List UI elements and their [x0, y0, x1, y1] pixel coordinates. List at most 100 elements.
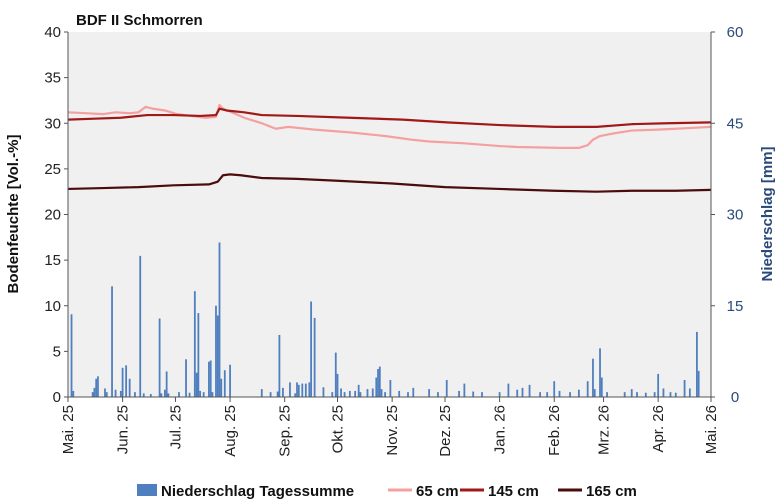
precip-bar-89	[553, 381, 556, 397]
precip-bar-76	[437, 392, 439, 397]
legend-label-2: 145 cm	[488, 483, 539, 500]
precip-bar-55	[331, 392, 334, 397]
right-tick-label: 60	[727, 24, 744, 41]
y-axis-title: Bodenfeuchte [Vol.-%]	[5, 135, 22, 294]
precip-bar-99	[623, 392, 626, 397]
precip-bar-98	[606, 392, 608, 397]
precip-bar-22	[167, 393, 170, 397]
precip-bar-33	[211, 392, 214, 397]
x-tick-label: Apr. 26	[650, 405, 667, 453]
precip-bar-96	[599, 348, 601, 397]
precip-bar-58	[340, 388, 342, 397]
precip-bar-27	[195, 372, 198, 397]
legend-label-0: Niederschlag Tagessumme	[161, 483, 354, 500]
chart-title: BDF II Schmorren	[76, 12, 203, 29]
precip-bar-0	[70, 314, 73, 397]
precip-bar-92	[577, 389, 580, 397]
precip-bar-54	[322, 387, 325, 397]
legend: Niederschlag Tagessumme 65 cm 145 cm 165 cm	[137, 483, 637, 500]
precip-bar-67	[377, 369, 379, 397]
x-tick-label: Mrz. 26	[596, 405, 613, 455]
precipitation-bars	[70, 242, 700, 398]
precip-bar-78	[458, 390, 460, 397]
precip-bar-13	[128, 378, 131, 397]
left-tick-label: 40	[44, 24, 61, 41]
precip-bar-106	[669, 392, 672, 397]
precip-bar-53	[313, 317, 316, 397]
precip-bar-44	[282, 387, 284, 398]
precip-bar-62	[357, 384, 360, 397]
precip-bar-87	[539, 392, 542, 397]
precip-bar-4	[95, 378, 98, 397]
precip-bar-47	[296, 382, 298, 397]
precip-bar-61	[354, 390, 357, 397]
left-tick-label: 15	[44, 252, 61, 269]
precip-bar-101	[636, 392, 638, 397]
precip-bar-57	[336, 373, 339, 397]
precip-bar-52	[310, 301, 313, 397]
y2-axis-title: Niederschlag [mm]	[759, 146, 776, 281]
precip-bar-30	[202, 392, 205, 397]
precip-bar-5	[97, 376, 99, 397]
left-y-ticks: 0 5 10 15 20 25 30 35 40	[44, 24, 68, 406]
left-tick-label: 25	[44, 161, 61, 178]
precip-bar-19	[160, 393, 163, 397]
left-tick-label: 5	[53, 343, 61, 360]
precip-bar-69	[380, 389, 383, 397]
precip-bar-9	[114, 389, 117, 397]
x-tick-label: Mai. 26	[703, 405, 720, 454]
right-tick-label: 15	[727, 298, 744, 315]
precip-bar-91	[569, 392, 571, 397]
precip-bar-82	[498, 392, 501, 397]
precip-bar-105	[662, 388, 665, 397]
precip-bar-7	[105, 392, 108, 397]
precip-bar-41	[269, 392, 272, 397]
precip-bar-28	[197, 313, 200, 397]
precip-bar-43	[278, 334, 281, 397]
series-line-65-cm	[67, 103, 712, 149]
left-tick-label: 35	[44, 70, 61, 87]
precip-bar-100	[630, 389, 633, 397]
x-tick-label: Jul. 25	[167, 405, 184, 449]
right-tick-label: 0	[731, 389, 739, 406]
precip-bar-85	[521, 387, 524, 398]
precip-bar-71	[389, 379, 392, 397]
precip-bar-42	[276, 391, 279, 397]
precip-bar-14	[134, 392, 136, 397]
right-y-ticks: 0 15 30 45 60	[711, 24, 743, 406]
precip-bar-81	[481, 392, 483, 397]
precip-bar-79	[463, 383, 466, 397]
precip-bar-11	[121, 367, 124, 397]
precip-bar-12	[125, 365, 128, 397]
precip-bar-75	[428, 389, 431, 397]
precip-bar-59	[343, 392, 346, 397]
precip-bar-95	[593, 389, 596, 397]
precip-bar-68	[378, 366, 381, 397]
precip-bar-6	[104, 388, 106, 397]
x-tick-label: Feb. 26	[546, 405, 563, 456]
right-tick-label: 45	[727, 115, 744, 132]
precip-bar-80	[472, 391, 475, 397]
x-tick-label: Mai. 25	[60, 405, 77, 454]
precip-bar-26	[193, 291, 196, 397]
precip-bar-36	[218, 242, 221, 397]
x-tick-label: Dez. 25	[437, 405, 454, 457]
precip-bar-24	[185, 359, 187, 397]
x-tick-label: Aug. 25	[222, 405, 239, 457]
precip-bar-35	[216, 315, 219, 397]
precip-bar-16	[142, 393, 145, 397]
legend-swatch-precip	[137, 484, 157, 496]
precip-bar-84	[516, 389, 519, 397]
precip-bar-90	[558, 390, 561, 397]
precip-bar-29	[199, 390, 202, 397]
precip-bar-88	[546, 392, 549, 397]
precip-bar-2	[91, 392, 94, 397]
precip-bar-40	[260, 389, 263, 397]
precip-bar-63	[359, 392, 362, 397]
precip-bar-83	[507, 383, 510, 397]
precip-bar-34	[215, 305, 217, 397]
precip-bar-46	[294, 393, 297, 397]
precip-bar-31	[208, 361, 210, 397]
precip-bar-107	[674, 392, 677, 397]
